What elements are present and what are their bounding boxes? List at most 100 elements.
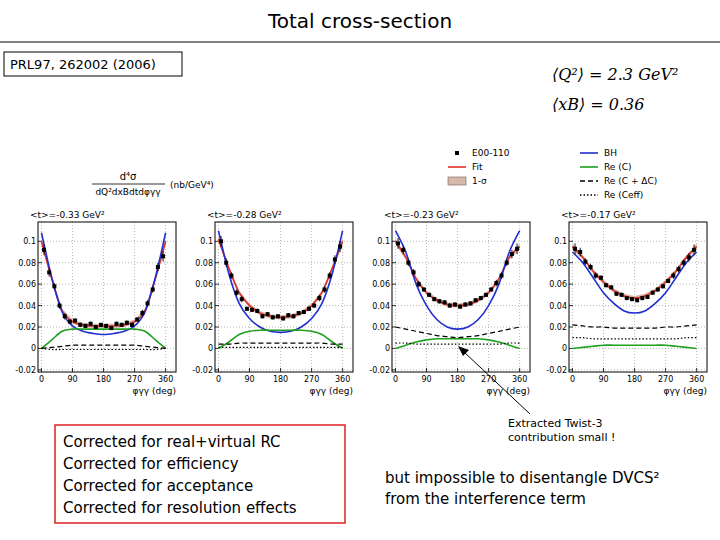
grid-line (426, 222, 427, 372)
legend-symbol (455, 151, 459, 155)
data-point (589, 265, 593, 269)
data-point (99, 323, 103, 327)
curve (41, 329, 165, 348)
grid-line (215, 305, 353, 306)
tick (280, 368, 281, 372)
tick-label: 0.1 (23, 237, 36, 246)
data-point (666, 279, 670, 283)
tick-label: 0.08 (372, 259, 390, 268)
data-point (494, 281, 498, 285)
grid-line (215, 369, 353, 370)
tick (426, 368, 427, 372)
legend-label: 1-σ (472, 176, 487, 186)
tick-label: 0.06 (195, 280, 213, 289)
data-point (609, 285, 613, 289)
tick-label: 0 (393, 375, 398, 384)
grid-line (392, 262, 530, 263)
tick (395, 368, 396, 372)
annotation: Extracted Twist-3 (508, 417, 603, 430)
tick (634, 368, 635, 372)
data-point (125, 321, 129, 325)
tick-label: 0.02 (549, 323, 567, 332)
tick (569, 284, 573, 285)
axis-label: φγγ (deg) (133, 386, 176, 396)
data-point (89, 322, 93, 326)
tick (38, 305, 42, 306)
data-point (68, 320, 72, 324)
tick (311, 368, 312, 372)
data-point (224, 261, 228, 265)
data-point (114, 322, 118, 326)
reference-box (4, 52, 182, 76)
tick-label: 360 (689, 375, 704, 384)
grid-line (38, 262, 176, 263)
grid-line (103, 222, 104, 372)
arrow-head (458, 346, 469, 356)
data-point (338, 245, 342, 249)
tick-label: 0.08 (195, 259, 213, 268)
panel: -0.0200.020.040.060.080.1090180270360φγγ… (15, 210, 176, 396)
grid-line (569, 241, 707, 242)
tick-label: 0.04 (549, 302, 567, 311)
tick-label: 270 (481, 375, 496, 384)
legend-label: E00-110 (472, 148, 510, 158)
grid-line (488, 222, 489, 372)
tick (103, 368, 104, 372)
data-point (510, 252, 514, 256)
tick-label: 0.04 (372, 302, 390, 311)
data-point (422, 288, 426, 292)
legend-label: Fit (472, 162, 483, 172)
data-point (453, 303, 457, 307)
data-point (630, 297, 634, 301)
correction-note: Corrected for efficiency (63, 455, 239, 473)
data-point (266, 312, 270, 316)
data-point (291, 314, 295, 318)
grid-line (215, 348, 353, 349)
tick-label: 0 (216, 375, 221, 384)
tick-label: 0 (31, 344, 36, 353)
kinematics: ⟨Q²⟩ = 2.3 GeV² (552, 65, 678, 84)
tick (392, 305, 396, 306)
grid-line (215, 241, 353, 242)
data-point (94, 325, 98, 329)
data-point (161, 254, 165, 258)
data-point (281, 316, 285, 320)
tick (215, 284, 219, 285)
tick-label: 0.06 (372, 280, 390, 289)
tick-label: 0 (39, 375, 44, 384)
plot-area (41, 233, 165, 350)
data-point (614, 292, 618, 296)
curve (218, 343, 342, 344)
tick (603, 368, 604, 372)
data-point (42, 248, 46, 252)
tick-label: 0.1 (554, 237, 567, 246)
axis-label: φγγ (deg) (664, 386, 707, 396)
band (41, 238, 165, 328)
curve (218, 231, 342, 333)
data-point (235, 291, 239, 295)
plot-frame (38, 222, 176, 372)
curve (572, 345, 696, 348)
slide: Total cross-sectionPRL97, 262002 (2006)⟨… (0, 0, 720, 540)
grid-line (134, 222, 135, 372)
tick (696, 368, 697, 372)
data-point (620, 293, 624, 297)
tick (165, 368, 166, 372)
panel-title: <t>=-0.28 GeV² (207, 210, 282, 220)
data-point (156, 265, 160, 269)
tick-label: 0.1 (200, 237, 213, 246)
curve (395, 231, 519, 330)
curve (395, 339, 519, 349)
tick (457, 368, 458, 372)
axis-label: d⁴σ (120, 171, 137, 182)
data-point (271, 315, 275, 319)
correction-note: Corrected for resolution effects (63, 499, 297, 517)
data-point (656, 288, 660, 292)
legend-symbol (580, 180, 598, 182)
legend-symbol (580, 152, 598, 154)
tick-label: 180 (450, 375, 465, 384)
data-point (151, 288, 155, 292)
plot-frame (392, 222, 530, 372)
tick-label: 0.06 (18, 280, 36, 289)
data-point (463, 303, 467, 307)
